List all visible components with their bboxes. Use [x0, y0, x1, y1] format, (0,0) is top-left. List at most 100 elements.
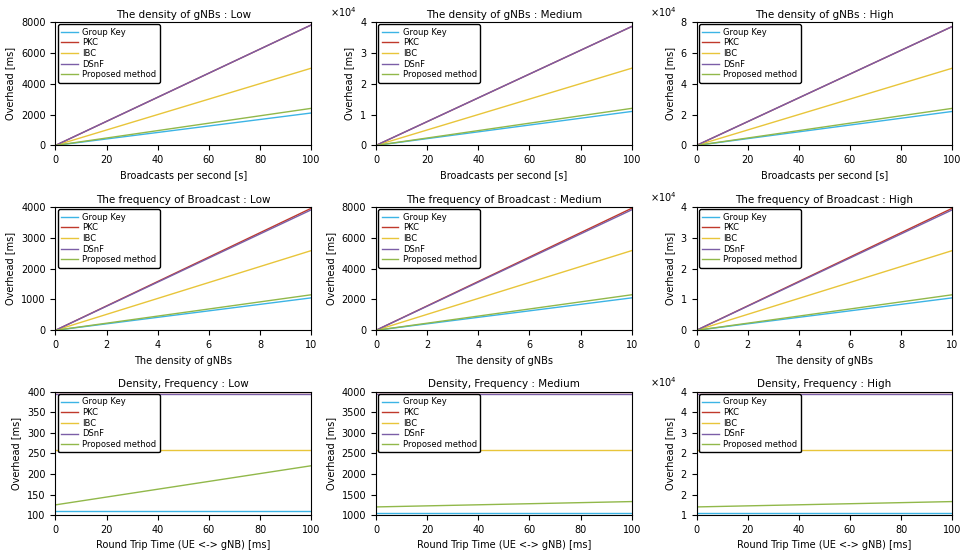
PKC — [626, 389, 637, 396]
Group Key — [940, 109, 952, 116]
Line: DSnF: DSnF — [376, 27, 631, 146]
PKC — [202, 71, 214, 77]
Proposed method — [812, 125, 824, 131]
DSnF — [202, 255, 214, 262]
Title: The density of gNBs : High: The density of gNBs : High — [755, 9, 894, 19]
X-axis label: The density of gNBs: The density of gNBs — [454, 356, 553, 366]
PKC — [813, 389, 825, 396]
Line: Group Key: Group Key — [376, 298, 631, 330]
Text: $\times 10^{4}$: $\times 10^{4}$ — [651, 191, 677, 204]
Proposed method — [491, 310, 503, 317]
IBC — [813, 289, 825, 295]
IBC — [813, 105, 825, 112]
PKC — [843, 254, 855, 261]
Group Key — [690, 510, 702, 517]
DSnF — [580, 390, 592, 397]
Proposed method — [900, 298, 912, 305]
IBC — [306, 65, 317, 72]
Group Key — [49, 327, 61, 334]
Title: The frequency of Broadcast : High: The frequency of Broadcast : High — [735, 195, 914, 205]
Proposed method — [188, 122, 199, 128]
IBC — [493, 289, 505, 295]
PKC — [491, 86, 503, 92]
Group Key — [620, 109, 631, 116]
DSnF — [947, 206, 958, 213]
Group Key — [306, 295, 317, 301]
DSnF — [620, 390, 631, 397]
Group Key — [947, 108, 958, 115]
DSnF — [947, 390, 958, 397]
Group Key — [843, 307, 855, 314]
Line: Proposed method: Proposed method — [55, 295, 311, 330]
Proposed method — [306, 105, 317, 112]
PKC — [812, 269, 824, 276]
IBC — [812, 106, 824, 112]
Proposed method — [171, 483, 183, 490]
Proposed method — [900, 499, 912, 506]
PKC — [299, 388, 310, 395]
Proposed method — [522, 306, 534, 312]
Title: The density of gNBs : Medium: The density of gNBs : Medium — [425, 9, 582, 19]
DSnF — [370, 390, 382, 397]
IBC — [188, 284, 199, 291]
IBC — [522, 96, 534, 103]
PKC — [299, 208, 310, 215]
DSnF — [813, 390, 825, 397]
PKC — [259, 227, 271, 234]
Group Key — [202, 123, 214, 130]
DSnF — [49, 142, 61, 149]
Y-axis label: Overhead [ms]: Overhead [ms] — [6, 47, 15, 120]
Proposed method — [49, 327, 61, 334]
Title: Density, Frequency : Medium: Density, Frequency : Medium — [428, 379, 580, 389]
PKC — [491, 389, 503, 396]
IBC — [173, 105, 185, 112]
Proposed method — [522, 500, 534, 507]
DSnF — [493, 85, 505, 92]
Group Key — [202, 508, 214, 514]
Group Key — [843, 510, 855, 517]
Text: $\times 10^{4}$: $\times 10^{4}$ — [330, 6, 357, 19]
Line: Proposed method: Proposed method — [696, 295, 952, 330]
Line: Proposed method: Proposed method — [696, 502, 952, 507]
PKC — [947, 389, 958, 396]
PKC — [370, 389, 382, 396]
Proposed method — [843, 500, 855, 507]
IBC — [49, 142, 61, 149]
PKC — [299, 24, 310, 31]
Line: Group Key: Group Key — [55, 298, 311, 330]
Proposed method — [306, 291, 317, 298]
Group Key — [626, 510, 637, 517]
Group Key — [626, 295, 637, 301]
Proposed method — [49, 142, 61, 149]
Title: Density, Frequency : High: Density, Frequency : High — [757, 379, 892, 389]
IBC — [940, 447, 952, 454]
IBC — [173, 289, 185, 295]
Proposed method — [620, 292, 631, 299]
Proposed method — [188, 480, 199, 487]
IBC — [940, 249, 952, 256]
PKC — [49, 327, 61, 334]
DSnF — [173, 84, 185, 91]
IBC — [509, 284, 520, 291]
IBC — [947, 65, 958, 72]
Y-axis label: Overhead [ms]: Overhead [ms] — [344, 47, 355, 120]
PKC — [620, 389, 631, 396]
IBC — [690, 142, 702, 149]
PKC — [370, 327, 382, 334]
DSnF — [299, 390, 310, 397]
DSnF — [626, 390, 637, 397]
Proposed method — [188, 307, 199, 314]
Line: Proposed method: Proposed method — [376, 108, 631, 146]
Group Key — [843, 122, 855, 128]
Proposed method — [370, 327, 382, 334]
DSnF — [493, 390, 505, 397]
Proposed method — [690, 504, 702, 510]
DSnF — [522, 71, 534, 78]
Proposed method — [202, 306, 214, 312]
PKC — [188, 388, 199, 395]
Group Key — [620, 295, 631, 302]
Proposed method — [620, 106, 631, 112]
Y-axis label: Overhead [ms]: Overhead [ms] — [665, 47, 675, 120]
Legend: Group Key, PKC, IBC, DSnF, Proposed method: Group Key, PKC, IBC, DSnF, Proposed meth… — [58, 394, 160, 453]
Y-axis label: Overhead [ms]: Overhead [ms] — [665, 417, 675, 490]
